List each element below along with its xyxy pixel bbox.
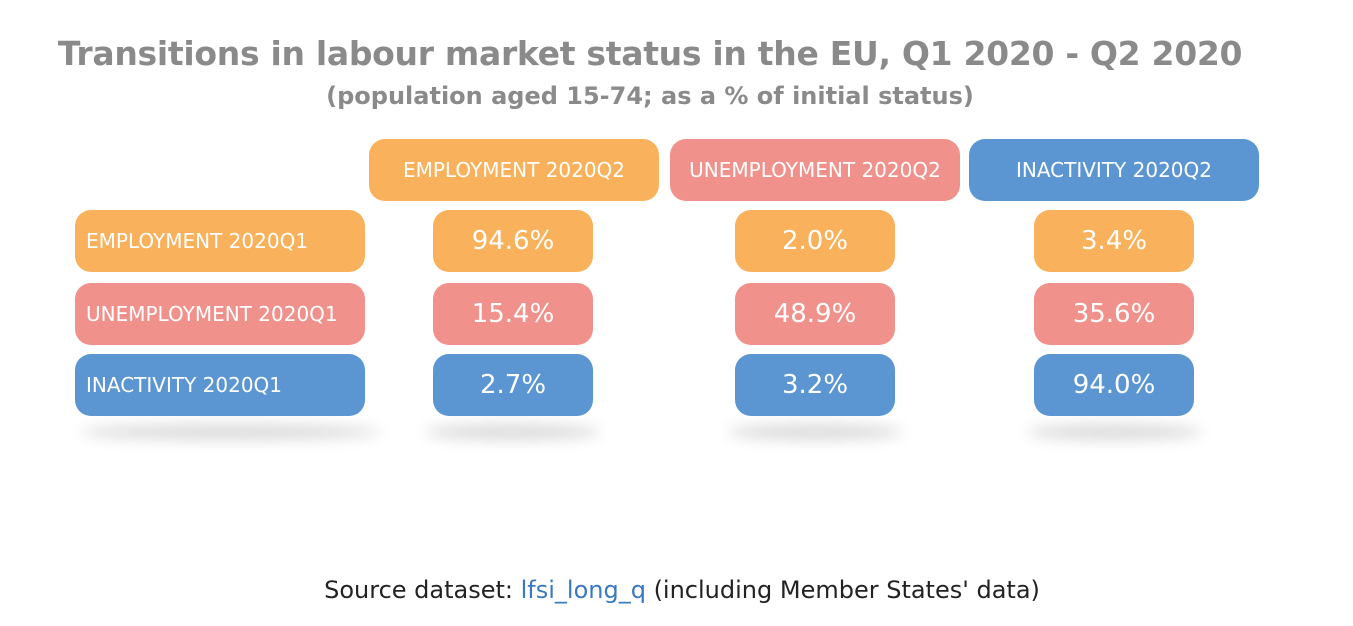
row-header-shadow bbox=[80, 424, 380, 440]
cell-employment-to-inactivity: 3.4% bbox=[1034, 210, 1194, 272]
source-note: Source dataset: lfsi_long_q (including M… bbox=[0, 576, 1353, 604]
chart-title: Transitions in labour market status in t… bbox=[57, 34, 1243, 73]
cell-shadow-col2 bbox=[728, 424, 903, 440]
cell-shadow-col3 bbox=[1027, 424, 1202, 440]
cell-unemployment-to-employment: 15.4% bbox=[433, 283, 593, 345]
cell-shadow-col1 bbox=[425, 424, 600, 440]
cell-inactivity-to-inactivity: 94.0% bbox=[1034, 354, 1194, 416]
source-dataset-link[interactable]: lfsi_long_q bbox=[520, 576, 646, 604]
column-header-inactivity-q2: INACTIVITY 2020Q2 bbox=[969, 139, 1259, 201]
column-header-unemployment-q2: UNEMPLOYMENT 2020Q2 bbox=[670, 139, 960, 201]
cell-inactivity-to-unemployment: 3.2% bbox=[735, 354, 895, 416]
chart-subtitle: (population aged 15-74; as a % of initia… bbox=[326, 82, 974, 110]
source-suffix: (including Member States' data) bbox=[645, 576, 1040, 604]
source-prefix: Source dataset: bbox=[324, 576, 521, 604]
row-header-inactivity-q1: INACTIVITY 2020Q1 bbox=[75, 354, 365, 416]
cell-employment-to-employment: 94.6% bbox=[433, 210, 593, 272]
column-header-employment-q2: EMPLOYMENT 2020Q2 bbox=[369, 139, 659, 201]
cell-inactivity-to-employment: 2.7% bbox=[433, 354, 593, 416]
row-header-unemployment-q1: UNEMPLOYMENT 2020Q1 bbox=[75, 283, 365, 345]
row-header-employment-q1: EMPLOYMENT 2020Q1 bbox=[75, 210, 365, 272]
cell-unemployment-to-unemployment: 48.9% bbox=[735, 283, 895, 345]
cell-unemployment-to-inactivity: 35.6% bbox=[1034, 283, 1194, 345]
cell-employment-to-unemployment: 2.0% bbox=[735, 210, 895, 272]
